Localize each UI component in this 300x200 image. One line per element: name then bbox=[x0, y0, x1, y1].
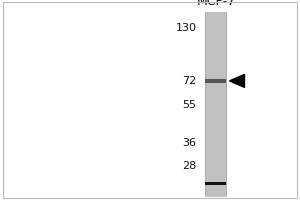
Bar bbox=[206, 182, 226, 185]
Text: MCF-7: MCF-7 bbox=[196, 0, 236, 8]
Bar bbox=[206, 79, 226, 83]
Text: 55: 55 bbox=[182, 100, 197, 110]
Bar bbox=[226, 12, 227, 196]
Polygon shape bbox=[230, 74, 244, 87]
Text: 28: 28 bbox=[182, 161, 196, 171]
Bar bbox=[206, 12, 226, 196]
Text: 130: 130 bbox=[176, 23, 197, 33]
Bar bbox=[205, 12, 206, 196]
Text: 72: 72 bbox=[182, 76, 196, 86]
Text: 36: 36 bbox=[182, 138, 197, 148]
